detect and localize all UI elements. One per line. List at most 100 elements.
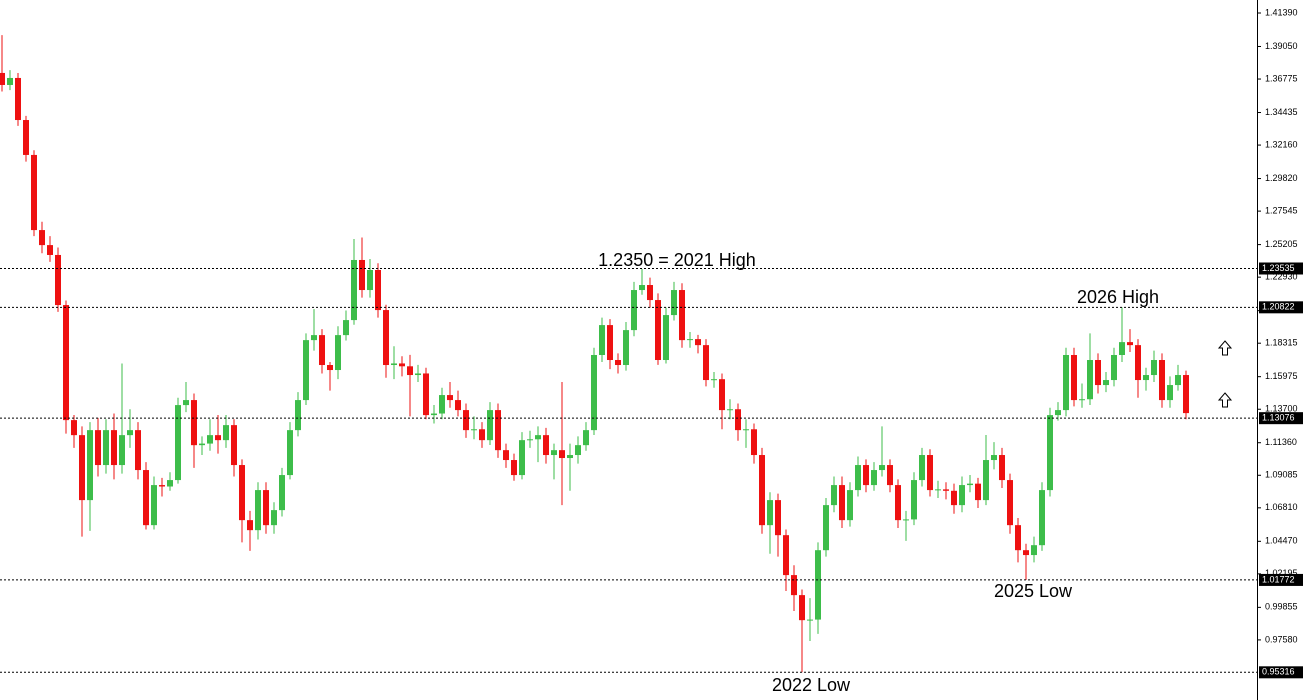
arrow-icon bbox=[1217, 340, 1233, 356]
level-label-box bbox=[1259, 412, 1303, 425]
candle-body bbox=[943, 489, 949, 491]
annotation: 2022 Low bbox=[772, 675, 851, 695]
level-label-box bbox=[1259, 301, 1303, 314]
candle-body bbox=[559, 450, 565, 459]
candle-body bbox=[143, 470, 149, 526]
level-label-box bbox=[1259, 666, 1303, 679]
y-tick-label: 1.32160 bbox=[1265, 139, 1298, 149]
candle-body bbox=[1071, 355, 1077, 401]
candle-body bbox=[783, 535, 789, 576]
candle-body bbox=[271, 510, 277, 526]
y-tick-label: 1.04470 bbox=[1265, 536, 1298, 546]
candle-body bbox=[335, 335, 341, 371]
candle-body bbox=[455, 400, 461, 411]
candle-body bbox=[591, 355, 597, 431]
candle-body bbox=[175, 405, 181, 481]
candle-body bbox=[535, 435, 541, 440]
candle-body bbox=[79, 435, 85, 501]
candle-body bbox=[1087, 360, 1093, 400]
candle-body bbox=[743, 429, 749, 431]
level-label: 1.23535 bbox=[1262, 263, 1295, 273]
candle-body bbox=[767, 500, 773, 526]
candle-body bbox=[255, 490, 261, 531]
candle-body bbox=[1007, 480, 1013, 526]
candle-body bbox=[311, 335, 317, 341]
y-tick-label: 1.27545 bbox=[1265, 205, 1298, 215]
candle-body bbox=[15, 77, 21, 121]
candle-body bbox=[127, 430, 133, 436]
candle-body bbox=[1143, 375, 1149, 381]
candle-body bbox=[919, 455, 925, 481]
candle-body bbox=[1039, 490, 1045, 546]
candle-body bbox=[119, 435, 125, 466]
candle-body bbox=[151, 485, 157, 526]
candle-body bbox=[967, 483, 973, 486]
candle-body bbox=[503, 450, 509, 461]
candle-body bbox=[1159, 360, 1165, 401]
candle-body bbox=[583, 430, 589, 446]
candle-body bbox=[431, 413, 437, 416]
candle-body bbox=[927, 455, 933, 491]
candle-body bbox=[23, 120, 29, 155]
y-tick-label: 1.18315 bbox=[1265, 338, 1298, 348]
y-tick-label: 1.11360 bbox=[1265, 437, 1297, 447]
candle-body bbox=[703, 345, 709, 381]
candle-body bbox=[47, 245, 53, 255]
candle-body bbox=[111, 430, 117, 466]
candle-body bbox=[7, 77, 13, 85]
annotation: 1.2350 = 2021 High bbox=[598, 250, 756, 270]
candle-body bbox=[159, 485, 165, 487]
candle-body bbox=[903, 519, 909, 521]
candle-body bbox=[551, 450, 557, 456]
candle-body bbox=[1015, 525, 1021, 551]
candle-body bbox=[879, 465, 885, 471]
candle-body bbox=[575, 445, 581, 456]
candle-body bbox=[847, 490, 853, 521]
candle-body bbox=[303, 340, 309, 401]
annotation: 2025 Low bbox=[994, 581, 1073, 601]
candle-body bbox=[759, 455, 765, 526]
candle-body bbox=[687, 339, 693, 341]
candle-body bbox=[327, 365, 333, 371]
candle-body bbox=[375, 270, 381, 311]
y-tick-label: 1.25205 bbox=[1265, 239, 1298, 249]
candle-body bbox=[1031, 545, 1037, 556]
candle-body bbox=[263, 490, 269, 526]
candle-body bbox=[935, 489, 941, 491]
candle-body bbox=[1055, 410, 1061, 416]
candle-body bbox=[1047, 415, 1053, 491]
candle-body bbox=[71, 420, 77, 436]
candle-body bbox=[1183, 375, 1189, 414]
level-label: 1.13076 bbox=[1262, 413, 1295, 423]
candle-body bbox=[1167, 385, 1173, 401]
candle-body bbox=[599, 325, 605, 356]
y-tick-label: 1.34435 bbox=[1265, 107, 1298, 117]
candle-body bbox=[863, 465, 869, 486]
candle-body bbox=[831, 485, 837, 506]
y-tick-label: 1.06810 bbox=[1265, 502, 1298, 512]
candle-body bbox=[647, 285, 653, 301]
candle-body bbox=[1095, 360, 1101, 386]
candle-body bbox=[711, 379, 717, 381]
candle-body bbox=[951, 490, 957, 506]
level-label: 1.01772 bbox=[1262, 574, 1295, 584]
candle-body bbox=[199, 443, 205, 446]
candle-body bbox=[407, 366, 413, 376]
candle-body bbox=[343, 320, 349, 336]
candle-body bbox=[1127, 342, 1133, 346]
candle-body bbox=[735, 409, 741, 431]
candle-body bbox=[511, 460, 517, 476]
candle-body bbox=[799, 595, 805, 621]
candle-body bbox=[639, 285, 645, 291]
candle-body bbox=[1151, 360, 1157, 376]
y-tick-label: 1.41390 bbox=[1265, 7, 1298, 17]
candle-body bbox=[39, 230, 45, 246]
candle-body bbox=[1023, 550, 1029, 556]
annotation: 2026 High bbox=[1077, 287, 1159, 307]
candle-body bbox=[215, 435, 221, 441]
candle-body bbox=[351, 259, 357, 321]
y-tick-label: 0.97580 bbox=[1265, 634, 1298, 644]
candle-body bbox=[999, 455, 1005, 481]
candle-body bbox=[95, 430, 101, 466]
